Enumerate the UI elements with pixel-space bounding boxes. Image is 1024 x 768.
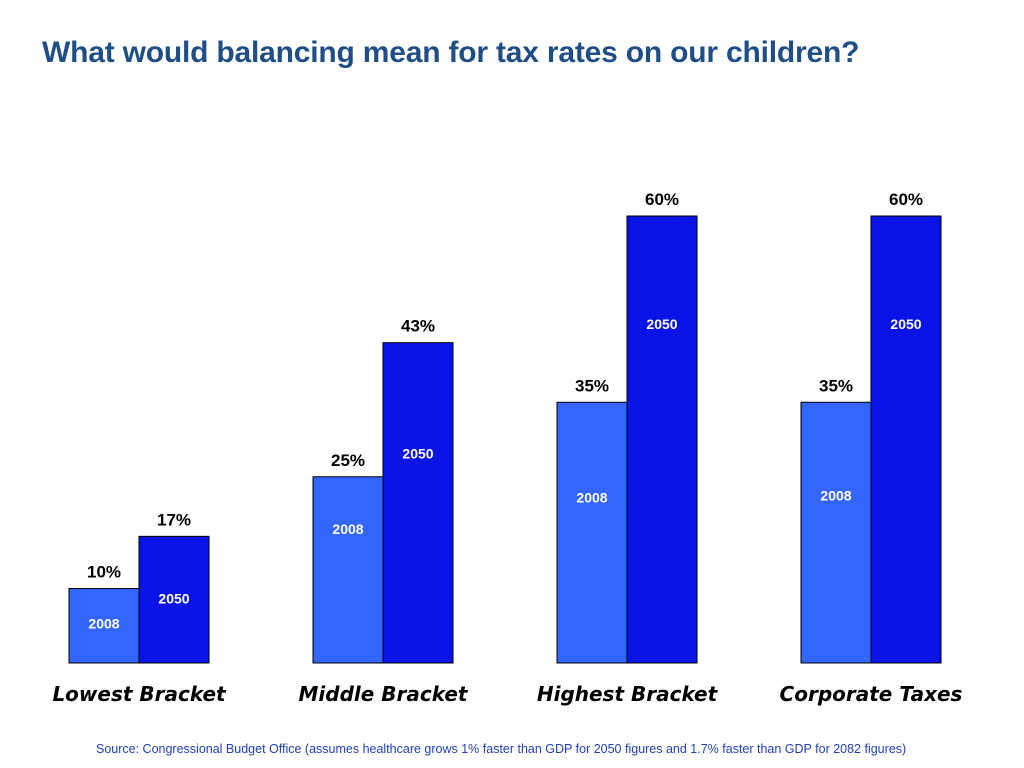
series-label-2008: 2008	[88, 616, 119, 632]
data-label: 17%	[157, 510, 191, 529]
data-label: 43%	[401, 317, 435, 336]
category-label: Highest Bracket	[537, 682, 719, 706]
category-label: Middle Bracket	[299, 682, 469, 706]
category-label: Corporate Taxes	[780, 682, 963, 706]
series-label-2008: 2008	[332, 521, 363, 537]
bar-2008-highest-bracket	[556, 401, 628, 664]
bar-2008-corporate-taxes	[800, 401, 872, 664]
data-label: 35%	[575, 376, 609, 395]
bar-2050-highest-bracket	[626, 215, 698, 664]
bar-2050-lowest-bracket	[138, 535, 210, 664]
bar-2008-middle-bracket	[312, 476, 384, 664]
data-label: 60%	[645, 190, 679, 209]
series-label-2008: 2008	[820, 487, 851, 503]
data-label: 25%	[331, 451, 365, 470]
bar-2050-middle-bracket	[382, 342, 454, 664]
series-label-2050: 2050	[402, 446, 433, 462]
series-label-2050: 2050	[646, 316, 677, 332]
data-label: 10%	[87, 563, 121, 582]
page-title: What would balancing mean for tax rates …	[42, 36, 860, 69]
series-label-2050: 2050	[890, 316, 921, 332]
series-label-2050: 2050	[158, 590, 189, 606]
bar-2050-corporate-taxes	[870, 215, 942, 664]
data-label: 35%	[819, 376, 853, 395]
bar-2008-lowest-bracket	[68, 588, 140, 664]
category-label: Lowest Bracket	[52, 682, 227, 706]
data-label: 60%	[889, 190, 923, 209]
source-note: Source: Congressional Budget Office (ass…	[96, 742, 907, 756]
bar-chart: 10% 2008 17% 2050 Lowest Bracket 25% 2008 43% 20…	[52, 190, 963, 706]
series-label-2008: 2008	[576, 489, 607, 505]
